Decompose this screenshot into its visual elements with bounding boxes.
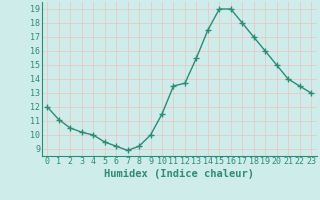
X-axis label: Humidex (Indice chaleur): Humidex (Indice chaleur)	[104, 169, 254, 179]
